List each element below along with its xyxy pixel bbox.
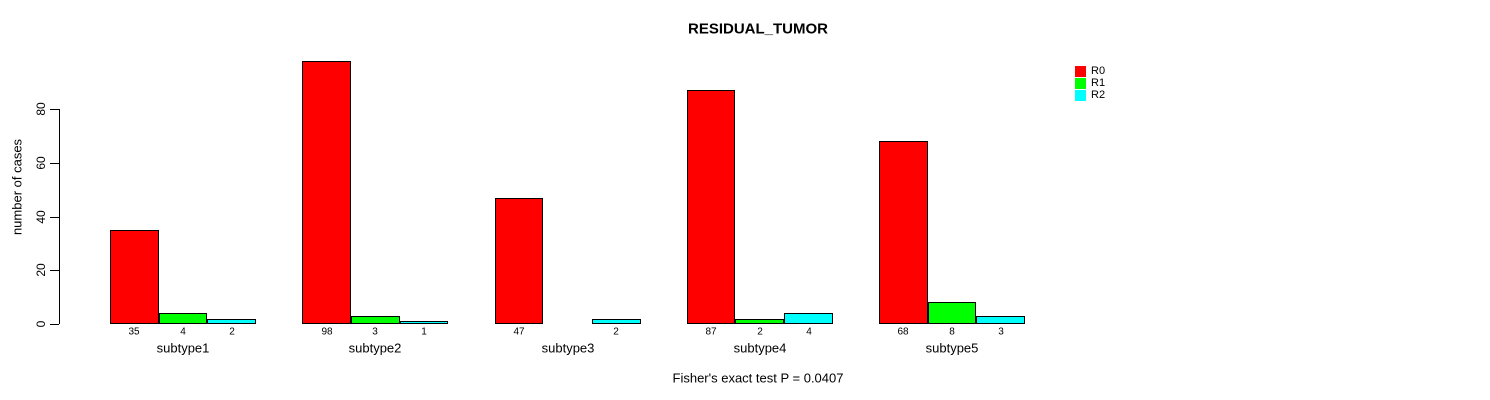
bar-R0-subtype2 <box>302 61 351 324</box>
legend-swatch-R1 <box>1075 77 1086 89</box>
legend-item-R0: R0 <box>1075 65 1105 77</box>
bar-value-label: 2 <box>613 326 619 338</box>
bar-value-label: 2 <box>229 326 235 338</box>
bar-value-label: 35 <box>128 326 140 338</box>
x-category-label: subtype3 <box>541 340 595 356</box>
x-category-label: subtype5 <box>925 340 979 356</box>
bar-value-label: 8 <box>949 326 955 338</box>
bar-value-label: 1 <box>421 326 427 338</box>
legend-item-R1: R1 <box>1075 77 1105 89</box>
legend-label: R1 <box>1091 77 1106 89</box>
bar-value-label: 3 <box>372 326 378 338</box>
fisher-test-annotation: Fisher's exact test P = 0.0407 <box>672 370 844 386</box>
bar-value-label: 47 <box>513 326 525 338</box>
bar-R0-subtype1 <box>110 230 159 324</box>
bar-value-label: 98 <box>321 326 333 338</box>
bar-value-label: 4 <box>806 326 812 338</box>
bar-R2-subtype5 <box>976 316 1025 324</box>
y-tick-label: 20 <box>34 263 48 277</box>
y-tick <box>50 217 59 218</box>
bar-R0-subtype5 <box>879 141 928 324</box>
y-tick <box>50 109 59 110</box>
legend-label: R0 <box>1091 65 1106 77</box>
y-axis-label: number of cases <box>9 138 25 236</box>
x-category-label: subtype4 <box>733 340 787 356</box>
bar-R1-subtype4 <box>735 319 784 324</box>
bar-R0-subtype3 <box>495 198 543 324</box>
bar-R2-subtype2 <box>400 321 448 324</box>
bar-value-label: 87 <box>705 326 717 338</box>
bar-value-label: 2 <box>757 326 763 338</box>
legend-swatch-R0 <box>1075 65 1086 77</box>
bar-value-label: 3 <box>998 326 1004 338</box>
y-tick <box>50 163 59 164</box>
bar-value-label: 4 <box>180 326 186 338</box>
chart-title: RESIDUAL_TUMOR <box>687 20 829 38</box>
x-category-label: subtype2 <box>348 340 402 356</box>
x-category-label: subtype1 <box>156 340 210 356</box>
bar-R1-subtype2 <box>351 316 400 324</box>
bar-R2-subtype4 <box>784 313 833 324</box>
legend: R0 R1 R2 <box>1075 65 1105 101</box>
bar-R2-subtype1 <box>207 319 256 324</box>
y-tick <box>50 324 59 325</box>
y-tick-label: 0 <box>34 320 48 328</box>
y-tick-label: 60 <box>34 156 48 170</box>
legend-swatch-R2 <box>1075 89 1086 101</box>
y-tick <box>50 270 59 271</box>
y-tick-label: 40 <box>34 210 48 224</box>
y-tick-label: 80 <box>34 102 48 116</box>
legend-label: R2 <box>1091 89 1106 101</box>
bar-value-label: 68 <box>897 326 909 338</box>
bar-R2-subtype3 <box>592 319 641 324</box>
bar-R0-subtype4 <box>687 90 735 324</box>
bar-R1-subtype1 <box>159 313 207 324</box>
bar-R1-subtype5 <box>928 302 976 324</box>
legend-item-R2: R2 <box>1075 89 1105 101</box>
y-axis-line <box>59 109 60 324</box>
